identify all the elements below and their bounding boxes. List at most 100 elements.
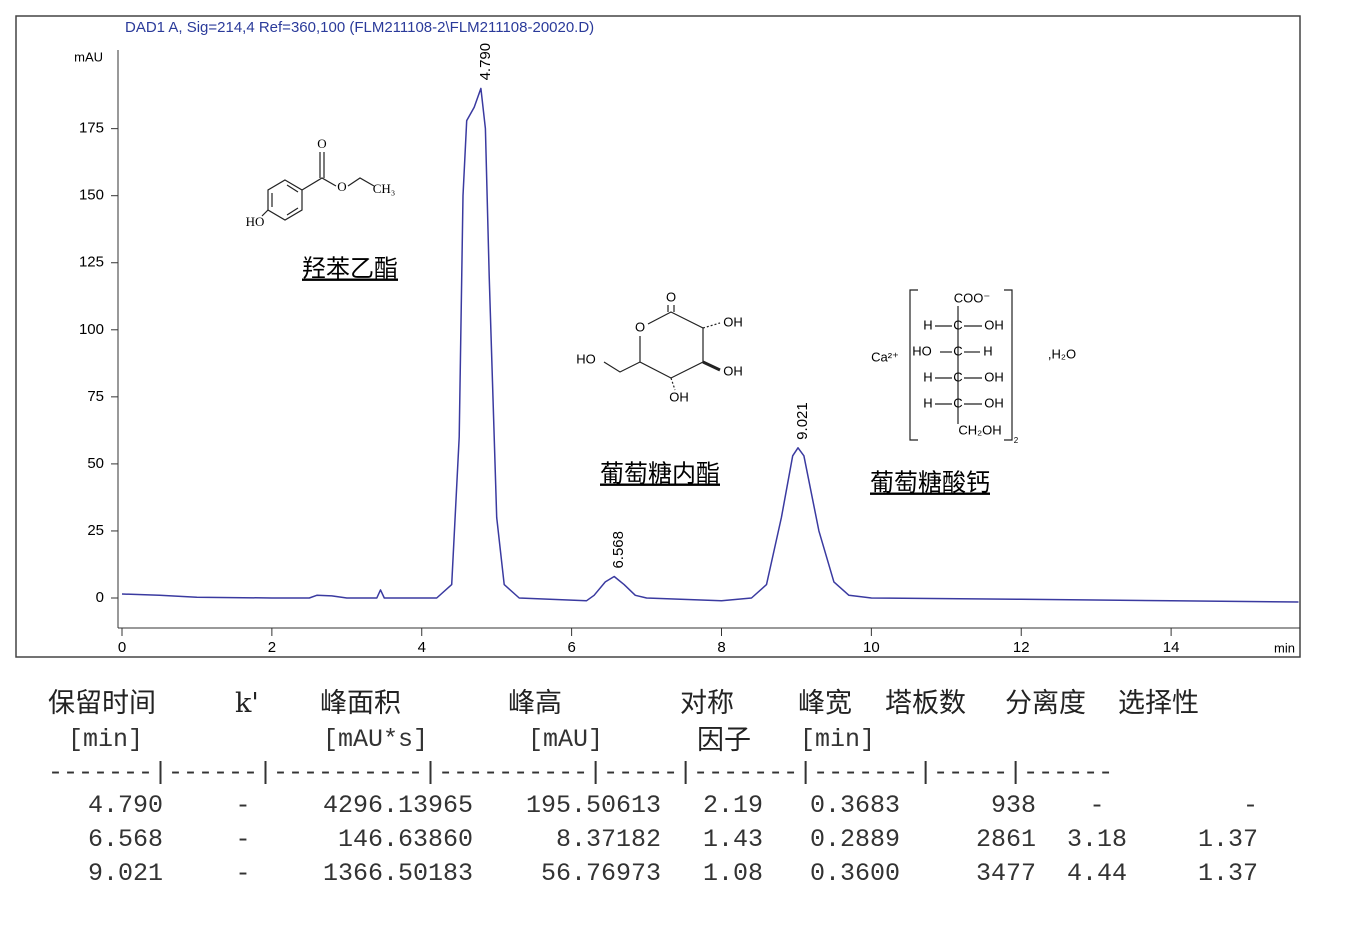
table-cell: 4.44 bbox=[1066, 859, 1128, 888]
table-cell: 1.37 bbox=[1197, 859, 1258, 888]
atom-label: CH₃ bbox=[373, 181, 396, 196]
bracket bbox=[909, 289, 918, 441]
atom-label: C bbox=[953, 395, 962, 410]
y-tick-label: 50 bbox=[87, 455, 104, 472]
atom-label: OH bbox=[723, 363, 743, 378]
y-tick-label: 0 bbox=[96, 589, 104, 606]
table-cell: 分离度 bbox=[1005, 688, 1086, 719]
x-tick-label: 10 bbox=[863, 639, 880, 656]
chart: DAD1 A, Sig=214,4 Ref=360,100 (FLM211108… bbox=[15, 15, 1301, 658]
table-cell: 保留时间 bbox=[48, 688, 156, 719]
peak-label: 9.021 bbox=[794, 402, 811, 440]
atom-label: Ca²⁺ bbox=[871, 349, 899, 364]
table-cell: 峰高 bbox=[508, 688, 562, 719]
x-tick-label: 8 bbox=[717, 639, 725, 656]
x-tick-label: 0 bbox=[118, 639, 126, 656]
x-tick-label: 4 bbox=[418, 639, 426, 656]
table-cell: 1.08 bbox=[702, 859, 763, 888]
table-cell: 3477 bbox=[975, 859, 1036, 888]
atom-label: OH bbox=[669, 389, 689, 404]
table-cell: 8.37182 bbox=[555, 825, 661, 854]
table-cell: - bbox=[235, 859, 251, 888]
table-cell: - bbox=[1089, 791, 1105, 820]
benzene-ring bbox=[267, 179, 303, 221]
table-cell: 4.790 bbox=[87, 791, 163, 820]
compound-name: 葡萄糖内酯 bbox=[600, 460, 720, 488]
compound-name: 葡萄糖酸钙 bbox=[870, 469, 990, 497]
table-cell: 1.37 bbox=[1197, 825, 1258, 854]
table-cell: 塔板数 bbox=[885, 688, 966, 719]
table-cell: - bbox=[1242, 791, 1258, 820]
atom-label: H bbox=[923, 317, 932, 332]
peak-label: 4.790 bbox=[477, 43, 494, 81]
x-tick-label: 2 bbox=[268, 639, 276, 656]
bond bbox=[702, 322, 721, 329]
table-cell: 3.18 bbox=[1066, 825, 1128, 854]
table-cell: 选择性 bbox=[1118, 688, 1199, 719]
table-cell: - bbox=[235, 791, 251, 820]
series-line bbox=[121, 87, 1299, 603]
table-cell: 1366.50183 bbox=[322, 859, 473, 888]
plot-frame bbox=[15, 15, 1301, 658]
table-cell: k' bbox=[235, 688, 259, 719]
table-cell: 195.50613 bbox=[525, 791, 661, 820]
y-tick-label: 25 bbox=[87, 522, 104, 539]
atom-label: O bbox=[635, 319, 645, 334]
y-tick-label: 150 bbox=[79, 187, 104, 204]
table-cell: 2861 bbox=[975, 825, 1036, 854]
bond bbox=[286, 207, 299, 216]
y-tick-label: 100 bbox=[79, 321, 104, 338]
table-cell: 0.3600 bbox=[809, 859, 900, 888]
bond bbox=[261, 209, 269, 217]
atom-label: C bbox=[953, 369, 962, 384]
table-cell: 2.19 bbox=[702, 791, 763, 820]
atom-label: OH bbox=[984, 317, 1004, 332]
bond bbox=[670, 377, 676, 391]
table-cell: - bbox=[235, 825, 251, 854]
chart-title: DAD1 A, Sig=214,4 Ref=360,100 (FLM211108… bbox=[125, 19, 594, 36]
atom-label: O bbox=[317, 136, 326, 151]
atom-label: HO bbox=[576, 351, 596, 366]
atom-label: ,H₂O bbox=[1048, 346, 1076, 361]
table-cell: 峰面积 bbox=[320, 688, 401, 719]
bond bbox=[301, 177, 337, 191]
atom-label: CH₂OH bbox=[958, 422, 1001, 437]
atom-label: 2 bbox=[1014, 436, 1019, 445]
table-cell: 1.43 bbox=[702, 825, 763, 854]
y-tick-label: 175 bbox=[79, 120, 104, 137]
table-cell: [mAU] bbox=[528, 725, 604, 754]
atom-label: OH bbox=[984, 395, 1004, 410]
atom-label: OH bbox=[723, 314, 743, 329]
lactone-ring bbox=[639, 311, 704, 379]
table-cell: -------|------|----------|----------|---… bbox=[48, 758, 1114, 787]
table-cell: 4296.13965 bbox=[322, 791, 473, 820]
atom-label: O bbox=[337, 179, 346, 194]
y-tick-label: 125 bbox=[79, 254, 104, 271]
atom-label: COO⁻ bbox=[954, 290, 990, 305]
peak-label: 6.568 bbox=[610, 531, 627, 569]
table-cell: 9.021 bbox=[87, 859, 163, 888]
bond bbox=[702, 360, 721, 372]
bond bbox=[603, 361, 641, 373]
table-cell: 对称 bbox=[680, 688, 734, 719]
table-cell: [min] bbox=[800, 725, 876, 754]
y-tick-label: 75 bbox=[87, 388, 104, 405]
atom-label: C bbox=[953, 343, 962, 358]
structure-drawings bbox=[261, 152, 1013, 441]
atom-label: OH bbox=[984, 369, 1004, 384]
atom-label: HO bbox=[246, 214, 265, 229]
x-axis-label: min bbox=[1274, 640, 1295, 655]
table-cell: 因子 bbox=[697, 725, 751, 756]
table-cell: [min] bbox=[68, 725, 144, 754]
table-cell: 6.568 bbox=[87, 825, 163, 854]
table-cell: 146.63860 bbox=[337, 825, 473, 854]
x-tick-label: 14 bbox=[1163, 639, 1180, 656]
table-cell: 938 bbox=[990, 791, 1036, 820]
atom-label: H bbox=[983, 343, 992, 358]
x-tick-label: 12 bbox=[1013, 639, 1030, 656]
atom-label: O bbox=[666, 289, 676, 304]
table-cell: 峰宽 bbox=[798, 688, 852, 719]
atom-label: H bbox=[923, 395, 932, 410]
bond bbox=[286, 184, 299, 193]
